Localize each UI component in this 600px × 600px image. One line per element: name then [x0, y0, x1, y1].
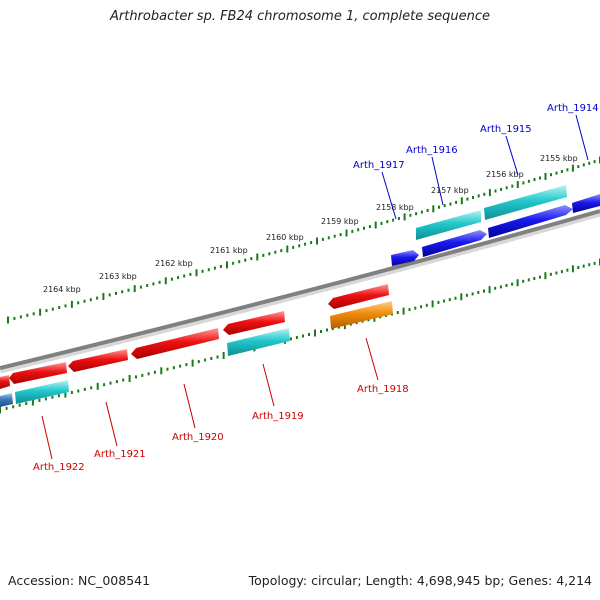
scale-labels: 2164 kbp 2163 kbp 2162 kbp 2161 kbp 2160… [43, 154, 578, 294]
label-leader [365, 337, 379, 381]
gene-arrow-blue[interactable] [488, 205, 573, 238]
gene-arrow-red[interactable] [223, 311, 285, 335]
gene-arrow-red[interactable] [68, 349, 128, 372]
gene-bar-cyan[interactable] [227, 328, 290, 356]
sequence-summary: Topology: circular; Length: 4,698,945 bp… [248, 573, 592, 588]
label-leader [381, 171, 397, 220]
gene-label[interactable]: Arth_1915 [480, 124, 532, 135]
label-leader [105, 401, 118, 447]
outer-tick-track [7, 156, 600, 324]
gene-bar-orange[interactable] [330, 301, 393, 329]
gene-bar-steel[interactable] [0, 393, 13, 407]
backbone [0, 209, 600, 370]
gene-label[interactable]: Arth_1916 [406, 145, 458, 156]
gene-label[interactable]: Arth_1920 [172, 432, 224, 443]
reverse-features [0, 284, 393, 407]
scale-label: 2163 kbp [99, 272, 137, 281]
scale-label: 2161 kbp [210, 246, 248, 255]
scale-label: 2162 kbp [155, 259, 193, 268]
gene-bar-cyan[interactable] [15, 380, 69, 404]
label-leader [262, 363, 275, 407]
scale-label: 2160 kbp [266, 233, 304, 242]
label-leader [575, 114, 589, 161]
label-leader [41, 415, 53, 460]
gene-arrow-red[interactable] [328, 284, 389, 309]
gene-label[interactable]: Arth_1922 [33, 462, 85, 473]
scale-label: 2156 kbp [486, 170, 524, 179]
label-leader [431, 156, 444, 206]
gene-arrow-blue[interactable] [422, 230, 487, 257]
gene-arrow-red[interactable] [131, 328, 219, 359]
forward-features [391, 185, 600, 266]
scale-label: 2164 kbp [43, 285, 81, 294]
scale-label: 2155 kbp [540, 154, 578, 163]
scale-label: 2158 kbp [376, 203, 414, 212]
gene-bar-cyan[interactable] [416, 210, 481, 240]
label-leader [183, 383, 196, 429]
gene-arrow-red[interactable] [0, 375, 10, 389]
scale-label: 2157 kbp [431, 186, 469, 195]
scale-label: 2159 kbp [321, 217, 359, 226]
inner-tick-track [0, 258, 600, 414]
reverse-gene-labels: Arth_1922 Arth_1921 Arth_1920 Arth_1919 … [33, 337, 409, 473]
gene-arrow-blue[interactable] [391, 250, 419, 266]
gene-bar-cyan[interactable] [484, 185, 567, 220]
gene-label[interactable]: Arth_1914 [547, 103, 599, 114]
accession-text: Accession: NC_008541 [8, 573, 151, 588]
gene-label[interactable]: Arth_1919 [252, 411, 304, 422]
gene-arrow-red[interactable] [9, 362, 67, 384]
map-title: Arthrobacter sp. FB24 chromosome 1, comp… [109, 9, 491, 24]
gene-label[interactable]: Arth_1918 [357, 384, 409, 395]
forward-gene-labels: Arth_1917 Arth_1916 Arth_1915 Arth_1914 [353, 103, 599, 220]
gene-label[interactable]: Arth_1917 [353, 160, 405, 171]
gene-label[interactable]: Arth_1921 [94, 449, 146, 460]
gene-arrow-blue[interactable] [572, 194, 600, 213]
label-leader [505, 135, 519, 176]
